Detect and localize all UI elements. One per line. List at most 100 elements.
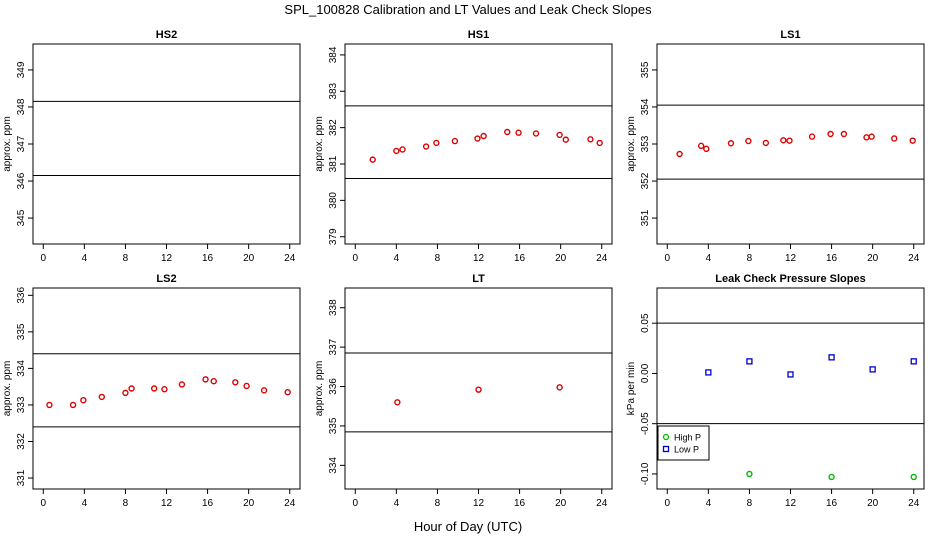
panel-6-x-tick-label: 20 — [867, 498, 879, 509]
panel-6-y-tick-label: -0.05 — [640, 412, 651, 435]
panel-2-frame — [344, 43, 613, 245]
panel-2-y-tick-label: 382 — [328, 119, 339, 136]
panel-5-y-tick-label: 337 — [328, 338, 339, 355]
panel-5-point-value — [475, 386, 482, 393]
panel-3-title: LS1 — [780, 29, 800, 41]
panel-6-point-low-p — [705, 369, 712, 376]
panel-1-title: HS2 — [156, 29, 177, 41]
panel-6-legend-label: Low P — [674, 445, 699, 455]
panel-2-point-value — [369, 156, 376, 163]
panel-1-y-tick-label: 349 — [16, 61, 27, 78]
main-title: SPL_100828 Calibration and LT Values and… — [284, 2, 652, 17]
panel-5-x-tick-label: 8 — [435, 498, 441, 509]
panel-3-x-tick-label: 0 — [664, 253, 670, 264]
panel-3-y-tick-label: 353 — [640, 135, 651, 152]
panel-3-point-value — [697, 142, 705, 150]
panel-2-point-value — [451, 137, 459, 145]
panel-1-frame — [32, 43, 301, 245]
panel-6-x-tick-label: 4 — [706, 498, 712, 509]
panel-3-point-value — [676, 150, 683, 158]
panel-4-x-tick-label: 12 — [161, 498, 173, 509]
panel-3-x-tick-label: 20 — [867, 253, 879, 264]
panel-5-x-tick-label: 16 — [514, 498, 526, 509]
panel-6-y-tick-label: 0.00 — [640, 363, 651, 383]
panel-1-x-tick-label: 4 — [82, 253, 88, 264]
panel-4-y-tick-label: 335 — [16, 323, 27, 340]
panel-2-x-tick-label: 24 — [596, 253, 608, 264]
panel-4-y-tick-label: 331 — [16, 469, 27, 486]
panel-4-y-tick-label: 333 — [16, 396, 27, 413]
panel-3-point-value — [762, 139, 770, 147]
panel-2-y-tick-label: 383 — [328, 82, 339, 99]
panel-1-x-tick-label: 12 — [161, 253, 173, 264]
panel-4-y-tick-label: 336 — [16, 287, 27, 304]
panel-3-y-tick-label: 352 — [640, 172, 651, 189]
panel-5-point-value — [394, 399, 401, 406]
panel-4-title: LS2 — [156, 273, 176, 285]
panel-1-x-tick-label: 16 — [202, 253, 214, 264]
panel-2-y-tick-label: 381 — [328, 155, 339, 172]
panel-4-y-axis-label: approx. ppm — [2, 361, 13, 417]
panel-4-x-tick-label: 0 — [40, 498, 46, 509]
panel-3-y-tick-label: 351 — [640, 209, 651, 226]
panel-6-x-tick-label: 0 — [664, 498, 670, 509]
panel-6-x-tick-label: 12 — [785, 498, 797, 509]
panel-6-point-low-p — [828, 354, 835, 361]
panel-1-x-tick-label: 8 — [123, 253, 129, 264]
panel-2-x-tick-label: 8 — [435, 253, 441, 264]
panel-3-point-value — [727, 140, 735, 147]
panel-6-legend-marker — [662, 445, 670, 453]
panel-5-y-tick-label: 336 — [328, 378, 339, 395]
panel-2-point-value — [433, 139, 440, 147]
panel-5-x-tick-label: 24 — [596, 498, 608, 509]
panel-2-point-value — [393, 147, 400, 155]
panel-2-point-value — [474, 135, 481, 142]
panel-3-point-value — [891, 135, 898, 142]
panel-6-title: Leak Check Pressure Slopes — [715, 273, 865, 285]
panel-1-y-tick-label: 347 — [16, 135, 27, 152]
panel-4-point-value — [232, 379, 239, 386]
panel-3-x-tick-label: 8 — [747, 253, 753, 264]
panel-6-y-tick-label: 0.05 — [640, 313, 651, 333]
panel-2-point-value — [587, 136, 594, 143]
panel-4-y-tick-label: 332 — [16, 433, 27, 450]
panel-5-x-tick-label: 0 — [352, 498, 358, 509]
panel-2-point-value — [399, 146, 406, 153]
panel-2-title: HS1 — [468, 29, 489, 41]
panel-3-y-tick-label: 354 — [640, 98, 651, 115]
panel-3-point-value — [745, 137, 752, 145]
panel-2-x-tick-label: 16 — [514, 253, 526, 264]
panel-3-point-value — [863, 134, 870, 141]
panel-3-point-value — [780, 137, 787, 144]
panel-2-x-tick-label: 0 — [352, 253, 358, 264]
x-axis-label: Hour of Day (UTC) — [413, 519, 523, 534]
panel-4-point-value — [122, 389, 129, 397]
panel-4-point-value — [243, 382, 250, 390]
panel-2-point-value — [515, 129, 522, 136]
panel-2-x-tick-label: 20 — [555, 253, 567, 264]
panel-6-legend-marker — [662, 433, 670, 441]
panel-6-x-tick-label: 24 — [908, 498, 920, 509]
panel-3-x-tick-label: 12 — [785, 253, 797, 264]
panel-5-x-tick-label: 20 — [555, 498, 567, 509]
panel-6-x-tick-label: 16 — [826, 498, 838, 509]
panel-6-point-low-p — [746, 358, 753, 365]
panel-6-legend-box — [657, 425, 710, 461]
panel-1-y-tick-label: 348 — [16, 98, 27, 115]
panel-3-y-tick-label: 355 — [640, 61, 651, 78]
panel-6-point-high-p — [910, 473, 917, 481]
panel-4-point-value — [260, 387, 268, 394]
panel-4-x-tick-label: 24 — [284, 498, 296, 509]
panel-5-y-axis-label: approx. ppm — [314, 361, 325, 417]
panel-2-y-axis-label: approx. ppm — [314, 116, 325, 172]
panel-2-point-value — [556, 131, 563, 139]
panel-2-x-tick-label: 12 — [473, 253, 485, 264]
panel-4-point-value — [284, 388, 291, 396]
panel-3-x-tick-label: 24 — [908, 253, 920, 264]
panel-5-y-tick-label: 338 — [328, 299, 339, 316]
panel-5-x-tick-label: 4 — [394, 498, 400, 509]
panel-2-y-tick-label: 380 — [328, 192, 339, 209]
panel-5-y-tick-label: 335 — [328, 417, 339, 434]
